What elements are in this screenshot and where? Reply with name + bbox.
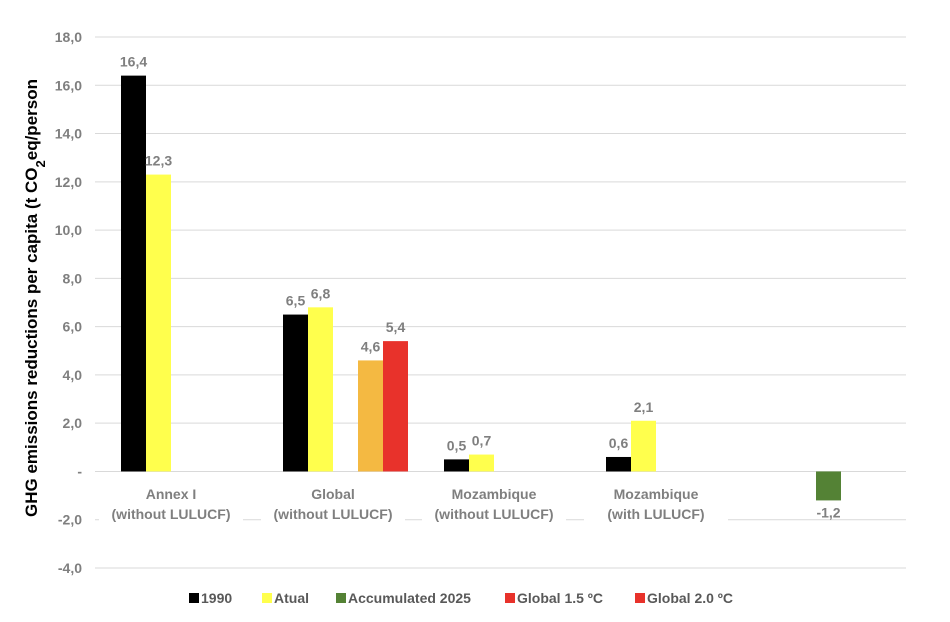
- category-label: (with LULUCF): [607, 506, 704, 522]
- bar: [469, 454, 494, 472]
- y-tick-label: -4,0: [58, 560, 82, 576]
- y-tick-label: 16,0: [55, 77, 82, 93]
- y-tick-label: 6,0: [63, 319, 83, 335]
- y-tick-label: 8,0: [63, 270, 83, 286]
- category-label: Global: [311, 486, 355, 502]
- data-label: 0,7: [472, 433, 492, 449]
- legend-label: Global 1.5 ºC: [517, 590, 603, 606]
- category-label-backing: [99, 511, 243, 526]
- bar: [308, 307, 333, 472]
- data-label: 0,6: [609, 435, 629, 451]
- bar: [146, 174, 171, 472]
- y-tick-label: 14,0: [55, 126, 82, 142]
- y-tick-label: 2,0: [63, 415, 83, 431]
- y-tick-label: 18,0: [55, 29, 82, 45]
- legend: 1990 Atual Accumulated 2025 Global 1.5 ºC Gl…: [189, 590, 733, 606]
- category-label: (without LULUCF): [112, 506, 231, 522]
- data-label: 6,5: [286, 293, 306, 309]
- category-label-backing: [261, 511, 405, 526]
- bar: [631, 420, 656, 472]
- legend-swatch: [262, 593, 272, 603]
- data-label: 4,6: [361, 338, 381, 354]
- legend-swatch: [505, 593, 515, 603]
- data-label: 5,4: [386, 319, 406, 335]
- legend-label: Global 2.0 ºC: [647, 590, 733, 606]
- data-label: -1,2: [816, 504, 840, 520]
- y-tick-label: -2,0: [58, 512, 82, 528]
- data-label: 2,1: [634, 399, 654, 415]
- bar: [283, 314, 308, 472]
- legend-swatch: [635, 593, 645, 603]
- data-label: 0,5: [447, 437, 467, 453]
- legend-swatch: [189, 593, 199, 603]
- category-label-backing: [422, 511, 566, 526]
- legend-label: Accumulated 2025: [348, 590, 471, 606]
- legend-label: 1990: [201, 590, 232, 606]
- legend-label: Atual: [274, 590, 309, 606]
- legend-swatch: [336, 593, 346, 603]
- category-label: Mozambique: [452, 486, 537, 502]
- category-label: (without LULUCF): [435, 506, 554, 522]
- category-label: Annex I: [146, 486, 197, 502]
- category-label-backing: [584, 511, 728, 526]
- y-tick-label: -: [77, 463, 82, 479]
- y-axis-title: GHG emissions reductions per capita (t C…: [22, 79, 48, 517]
- category-label: Mozambique: [614, 486, 699, 502]
- bars: [121, 75, 841, 501]
- bar: [383, 341, 408, 472]
- bar: [816, 471, 841, 501]
- bar: [444, 459, 469, 472]
- y-axis-ticks: 18,0 16,0 14,0 12,0 10,0 8,0 6,0 4,0 2,0 - -2,0 -4,…: [55, 29, 83, 576]
- y-tick-label: 12,0: [55, 174, 82, 190]
- y-tick-label: 4,0: [63, 367, 83, 383]
- bar: [606, 456, 631, 472]
- category-labels: Annex I (without LULUCF) Global (without LU…: [99, 486, 728, 526]
- y-tick-label: 10,0: [55, 222, 82, 238]
- data-label: 12,3: [145, 153, 172, 169]
- category-label: (without LULUCF): [274, 506, 393, 522]
- data-labels: 16,4 12,3 6,5 6,8 4,6 5,4 0,5 0,7 0,6 2,1 -1,2: [120, 54, 841, 521]
- bar: [121, 75, 146, 472]
- data-label: 16,4: [120, 54, 147, 70]
- bar: [358, 360, 383, 472]
- data-label: 6,8: [311, 285, 331, 301]
